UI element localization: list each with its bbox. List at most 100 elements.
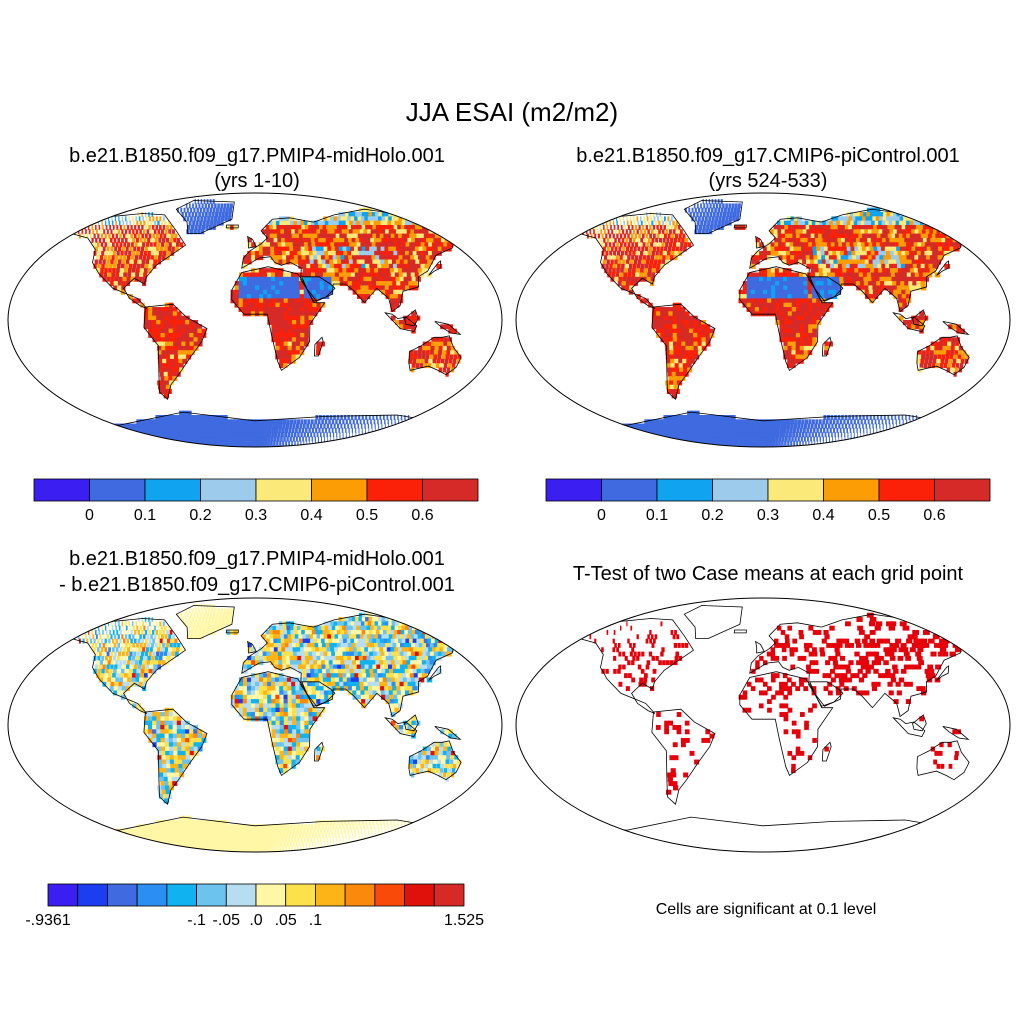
map-midholo-cell [238,289,244,295]
map-picontrol-cell [676,380,683,386]
map-picontrol-cell [705,328,711,334]
map-midholo-cell [440,432,444,438]
map-midholo-cell [316,302,322,308]
map-midholo-cell [171,419,178,425]
map-midholo-cell [347,281,353,287]
map-midholo-cell [424,436,429,442]
map-picontrol-cell [732,216,736,222]
map-picontrol-cell [739,423,744,429]
map-picontrol-cell [827,281,833,287]
map-midholo-cell [140,440,150,446]
map-midholo-cell [376,259,382,265]
map-midholo-cell [124,237,128,243]
map-picontrol-cell [787,345,793,351]
map-midholo-cell [274,259,280,265]
map-midholo-cell [88,445,105,447]
map-midholo-cell [315,281,321,287]
map-picontrol-cell [667,367,673,373]
map-midholo-cell [387,436,391,442]
map-picontrol-cell [864,242,871,248]
map-midholo-cell [212,440,219,446]
map-midholo-cell [255,250,260,256]
map-midholo-cell [222,432,228,438]
map-picontrol-cell [786,272,792,278]
map-picontrol-cell [631,242,635,248]
map-midholo-cell [408,263,415,269]
map-picontrol-cell [873,294,879,300]
map-midholo-cell [121,285,126,291]
map-picontrol-cell [851,281,857,287]
map-midholo-cell [319,285,325,291]
map-picontrol-cell [785,432,789,438]
map-midholo-cell [262,242,268,248]
map-picontrol-cell [804,307,809,312]
map-midholo-cell [242,298,248,304]
map-midholo-cell [209,419,215,425]
map-midholo-cell [440,427,443,433]
map-midholo-cell [93,250,97,256]
map-picontrol-cell [668,419,675,425]
map-midholo-cell [131,272,136,278]
map-midholo-cell [241,427,246,433]
map-midholo-cell [287,315,293,321]
map-midholo-cell [377,220,384,226]
map-picontrol-cell [684,315,690,321]
map-picontrol-cell [609,263,613,269]
map-picontrol-cell [790,272,796,278]
map-midholo-cell [132,220,135,226]
map-midholo-cell [406,440,413,446]
map-picontrol-cell [824,289,829,295]
map-midholo-cell [237,419,242,425]
map-picontrol-cell [755,237,760,243]
map-picontrol-cell [578,225,580,230]
map-midholo-cell [172,376,178,382]
map-picontrol-cell [767,302,772,308]
map-picontrol-cell [917,242,924,248]
map-picontrol-cell [797,419,802,425]
map-picontrol-cell [791,289,797,295]
map-picontrol-cell [668,324,674,330]
map-picontrol-cell [895,220,903,226]
map-picontrol-cell [903,229,911,235]
map-midholo-cell [138,242,142,248]
map-midholo-cell [189,229,194,235]
map-midholo-cell [403,237,410,243]
map-picontrol-cell [808,419,812,425]
map-midholo-cell [413,242,420,248]
map-picontrol-cell [801,255,807,261]
map-picontrol-cell [756,423,761,429]
map-picontrol-cell [684,328,690,334]
map-midholo-cell [374,445,382,447]
map-picontrol-cell [961,220,970,226]
map-midholo-cell [370,268,376,274]
map-midholo-cell [304,324,310,330]
map-picontrol-cell [674,414,680,420]
map-midholo-cell [351,212,359,217]
map-picontrol-cell [864,289,870,295]
map-midholo-coastline-antarctica [46,411,464,447]
map-midholo-cell [236,440,242,446]
map-midholo-cell [104,242,108,248]
map-picontrol-cell [855,414,858,420]
map-midholo-cell [377,432,379,438]
map-midholo-cell [284,233,290,239]
map-midholo-cell [349,220,356,226]
map-picontrol-cell [863,255,870,261]
map-midholo-cell [174,419,181,425]
map-midholo-cell [200,229,205,235]
map-picontrol-cell [590,233,593,239]
map-midholo-cell [300,324,305,330]
map-midholo-cell [261,427,266,433]
map-picontrol-cell [615,272,620,278]
map-picontrol-cell [933,354,938,360]
map-picontrol-cell [924,263,931,269]
map-midholo-cell [94,423,103,429]
map-midholo-cell [231,423,236,429]
map-midholo-cell [394,298,400,304]
map-midholo-cell [412,440,419,446]
map-midholo-cell [350,268,356,274]
map-picontrol-cell [608,242,612,248]
map-midholo-cell [200,445,208,447]
map-midholo-cell [112,432,121,438]
map-picontrol-cell [697,345,703,351]
